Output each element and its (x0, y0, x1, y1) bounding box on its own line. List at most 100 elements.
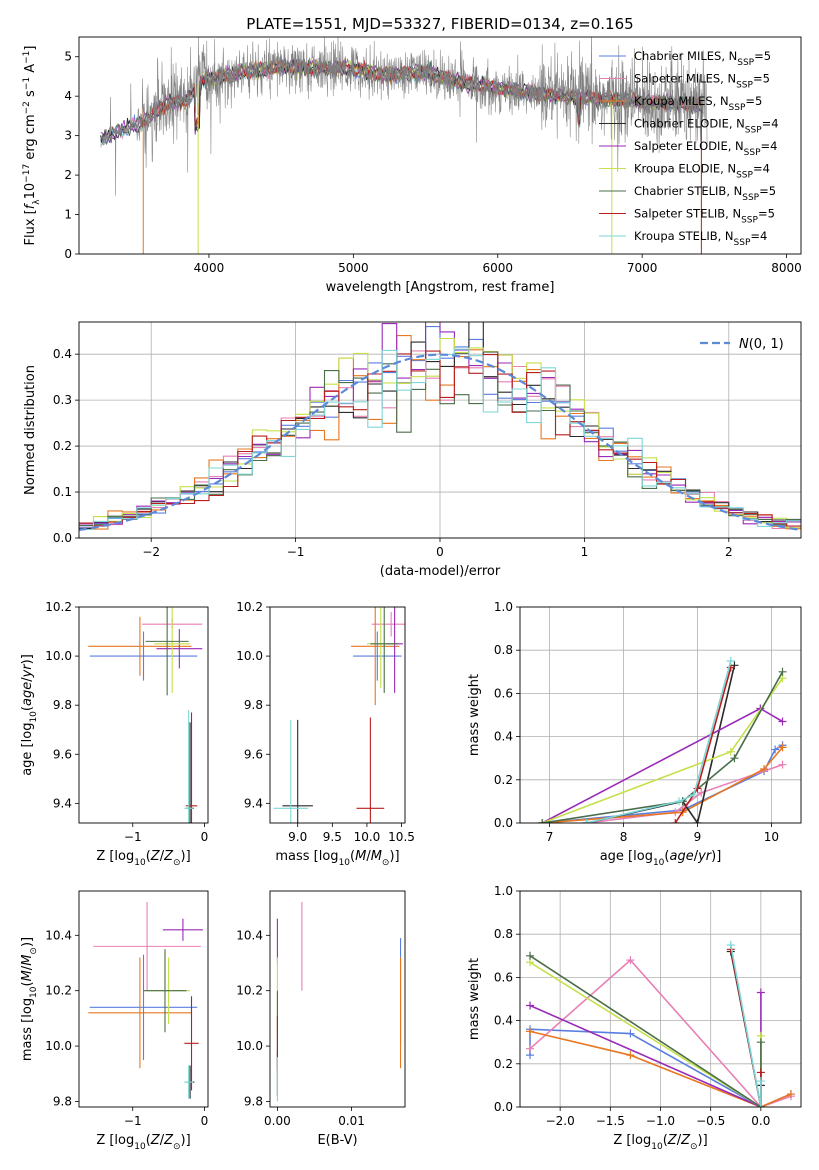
x-tick-label: 0 (436, 545, 444, 559)
y-tick-label: 0.6 (494, 686, 513, 700)
panel-massweight-vs-age: 7 8 9 10 0.0 0.2 0.4 0.6 0.8 1.0 age [log10(age/yr… (467, 600, 802, 868)
x-tick-label: 10.0 (354, 830, 381, 844)
weight-marker (626, 1051, 635, 1060)
weight-line-0 (542, 744, 783, 823)
plot-area (276, 902, 402, 1102)
x-tick-label: 7000 (627, 261, 658, 275)
x-tick-label: 0.0 (751, 1114, 770, 1128)
y-tick-label: 0.0 (53, 531, 72, 545)
panel-age-vs-mass: 9.0 9.5 10.0 10.5 9.4 9.6 9.8 10.0 10.2 mass [log… (236, 600, 415, 868)
weight-line-8 (730, 944, 762, 1107)
y-axis-label: Normed distribution (23, 365, 38, 495)
x-tick-label: 6000 (482, 261, 513, 275)
weight-marker (693, 819, 702, 823)
weight-marker (778, 717, 787, 726)
weight-marker (778, 760, 787, 769)
x-tick-label: 0 (201, 1114, 209, 1128)
y-tick-label: 4 (64, 89, 72, 103)
weight-marker (726, 747, 735, 756)
panel-spectrum: 4000 5000 6000 7000 8000 0 1 2 3 4 5 wavelength [An… (22, 36, 802, 295)
y-tick-label: 0.2 (494, 773, 513, 787)
x-tick-label: 8000 (771, 261, 802, 275)
y-tick-label: 9.4 (53, 796, 72, 810)
weight-marker (786, 1090, 795, 1099)
axes-frame (269, 606, 406, 824)
axes-frame (78, 36, 802, 255)
y-tick-label: 10.0 (236, 649, 263, 663)
plot-area (538, 657, 787, 823)
panel-residuals: −2 −1 0 1 2 0.0 0.1 0.2 0.3 0.4 (data-model)/error… (23, 321, 802, 579)
weight-marker (756, 1038, 765, 1047)
x-tick-label: 9 (694, 830, 702, 844)
axes-frame (78, 606, 209, 824)
x-tick-label: −1.0 (646, 1114, 675, 1128)
y-tick-label: 9.8 (244, 1094, 263, 1108)
weight-line-6 (542, 671, 784, 823)
y-tick-label: 9.8 (53, 698, 72, 712)
gaussian-curve (79, 353, 801, 531)
x-tick-label: 7 (546, 830, 554, 844)
axes-frame (519, 606, 802, 824)
y-axis-label: Flux [fλ10−17 erg cm−2 s−1 A−1] (22, 46, 42, 246)
y-tick-label: 0.4 (53, 347, 72, 361)
y-tick-label: 0.0 (494, 816, 513, 830)
weight-marker (756, 1103, 765, 1107)
y-tick-label: 0.0 (494, 1100, 513, 1114)
weight-marker (526, 1001, 535, 1010)
weight-marker (526, 1027, 535, 1036)
y-tick-label: 3 (64, 129, 72, 143)
y-tick-label: 10.4 (236, 928, 263, 942)
weight-marker (756, 1068, 765, 1077)
x-axis-label: (data-model)/error (380, 564, 501, 579)
x-tick-label: −0.5 (696, 1114, 725, 1128)
y-tick-label: 0.3 (53, 393, 72, 407)
y-tick-label: 5 (64, 50, 72, 64)
x-tick-label: −2 (142, 545, 160, 559)
weight-marker (582, 819, 591, 823)
y-axis-label: age [log10(age/yr)] (20, 654, 39, 776)
y-tick-label: 0.6 (494, 970, 513, 984)
axes-frame (78, 890, 209, 1108)
panel-massweight-vs-Z: −2.0 −1.5 −1.0 −0.5 0.0 0.0 0.2 0.4 0.6 0.8 1.0 Z [… (467, 884, 802, 1152)
y-tick-label: 2 (64, 168, 72, 182)
weight-line-8 (586, 660, 732, 823)
weight-line-5 (529, 961, 762, 1107)
y-tick-label: 0 (64, 247, 72, 261)
x-tick-label: 8 (620, 830, 628, 844)
weight-marker (730, 754, 739, 763)
y-tick-label: 0.2 (494, 1057, 513, 1071)
y-tick-label: 0.8 (494, 927, 513, 941)
y-tick-label: 10.2 (236, 600, 263, 614)
y-tick-label: 10.2 (45, 600, 72, 614)
plot-area (79, 322, 801, 531)
y-tick-label: 0.2 (53, 439, 72, 453)
x-axis-label: E(B-V) (317, 1133, 357, 1148)
x-tick-label: 9.5 (323, 830, 342, 844)
weight-line-3 (586, 665, 736, 823)
axes-frame (78, 321, 802, 539)
panel-age-vs-Z: −1 0 9.4 9.6 9.8 10.0 10.2 Z [log10(Z/Z⊙)] age [… (20, 600, 209, 868)
y-tick-label: 9.8 (53, 1094, 72, 1108)
plot-area (88, 902, 203, 1099)
legend-label: Salpeter STELIB, NSSP=5 (634, 207, 775, 226)
legend-label: N(0, 1) (739, 337, 784, 352)
weight-marker (626, 1029, 635, 1038)
axes-frame (519, 890, 802, 1108)
legend-label: Salpeter ELODIE, NSSP=4 (634, 139, 777, 158)
plot-area (88, 607, 203, 823)
weight-marker (689, 790, 698, 799)
legend-label: Chabrier STELIB, NSSP=5 (634, 184, 776, 203)
weight-marker (526, 1044, 535, 1053)
weight-marker (760, 765, 769, 773)
x-tick-label: 10.5 (388, 830, 415, 844)
weight-line-1 (586, 763, 783, 823)
legend-label: Kroupa STELIB, NSSP=4 (634, 229, 767, 248)
y-tick-label: 9.6 (53, 747, 72, 761)
x-tick-label: 5000 (338, 261, 369, 275)
y-tick-label: 0.1 (53, 485, 72, 499)
y-tick-label: 10.0 (236, 1039, 263, 1053)
x-tick-label: −1 (124, 830, 142, 844)
weight-marker (526, 951, 535, 960)
x-axis-label: age [log10(age/yr)] (600, 849, 722, 868)
weight-marker (778, 743, 787, 752)
